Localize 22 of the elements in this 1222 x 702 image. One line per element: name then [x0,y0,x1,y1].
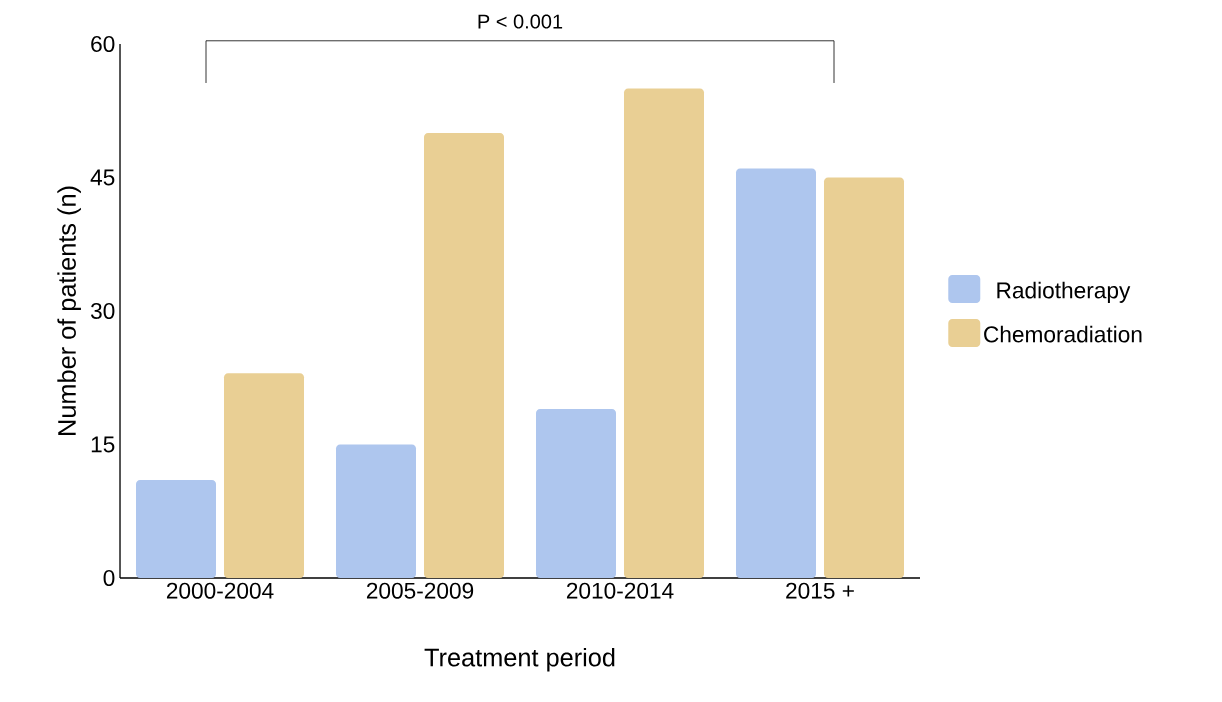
bar [536,408,617,578]
bar [624,88,705,578]
y-tick-label: 0 [103,569,115,587]
bar [736,168,817,578]
y-tick-label: 15 [91,436,115,453]
y-tick-label: 30 [90,302,115,320]
x-tick-label: 2000-2004 [166,582,274,599]
text: P < 0.001 [478,14,563,29]
x-tick-label: 2010-2014 [566,582,674,599]
bar [824,177,905,578]
x-tick-label: 2015 + [786,582,854,599]
bar [424,132,505,578]
legend-label: Chemoradiation [984,325,1142,343]
y-tick-label: 60 [91,35,115,53]
y-tick-label: 45 [90,169,115,186]
x-tick-label: 2005-2009 [366,582,474,599]
x-axis-title: Treatment period [424,647,615,672]
bar [336,444,417,578]
y-axis-title: Number of patients (n) [57,186,81,435]
legend-label: Radiotherapy [997,281,1131,303]
bar [224,373,305,578]
bar [136,480,217,578]
